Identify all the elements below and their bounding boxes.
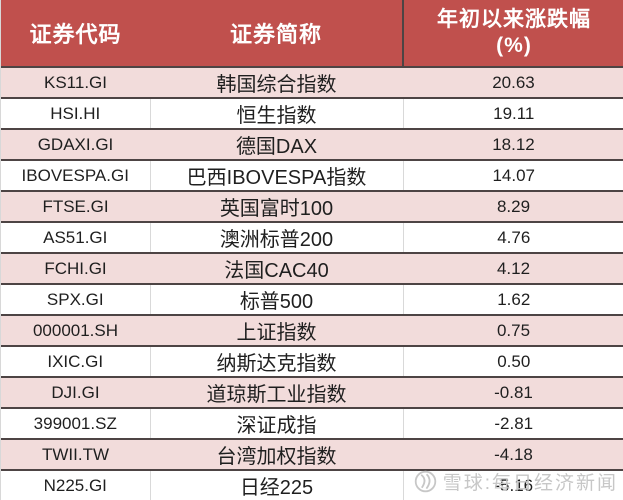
- col-header-change: 年初以来涨跌幅 (%): [402, 0, 623, 68]
- table-row: 000001.SH 上证指数 0.75: [1, 315, 623, 346]
- code-cell: IXIC.GI: [1, 346, 150, 377]
- code-cell: GDAXI.GI: [1, 129, 150, 160]
- name-cell: 纳斯达克指数: [149, 346, 403, 377]
- col-header-change-line2: (%): [496, 34, 532, 57]
- header-row: 证券代码 证券简称 年初以来涨跌幅 (%): [1, 0, 623, 68]
- code-cell: 399001.SZ: [1, 408, 150, 439]
- change-cell: 8.29: [403, 191, 623, 222]
- col-header-change-line1: 年初以来涨跌幅: [437, 8, 591, 31]
- table-row: AS51.GI 澳洲标普200 4.76: [1, 222, 623, 253]
- code-cell: N225.GI: [1, 470, 150, 500]
- table-row: FCHI.GI 法国CAC40 4.12: [1, 253, 623, 284]
- name-cell: 道琼斯工业指数: [150, 377, 403, 408]
- change-cell: -5.16: [402, 470, 623, 500]
- name-cell: 上证指数: [150, 315, 403, 346]
- code-cell: TWII.TW: [1, 439, 150, 470]
- table-row: GDAXI.GI 德国DAX 18.12: [1, 129, 623, 160]
- code-cell: FCHI.GI: [1, 253, 150, 284]
- change-cell: 18.12: [403, 129, 623, 160]
- name-cell: 德国DAX: [150, 129, 403, 160]
- table-row: SPX.GI 标普500 1.62: [1, 284, 623, 315]
- change-cell: 0.75: [403, 315, 623, 346]
- change-cell: 1.62: [402, 284, 623, 315]
- code-cell: HSI.HI: [1, 98, 150, 129]
- code-cell: IBOVESPA.GI: [1, 160, 150, 191]
- table-row: 399001.SZ 深证成指 -2.81: [1, 408, 623, 439]
- col-header-code: 证券代码: [1, 0, 150, 68]
- code-cell: KS11.GI: [1, 67, 150, 98]
- name-cell: 法国CAC40: [150, 253, 403, 284]
- change-cell: 0.50: [402, 346, 623, 377]
- change-cell: -0.81: [403, 377, 623, 408]
- table-row: FTSE.GI 英国富时100 8.29: [1, 191, 623, 222]
- code-cell: DJI.GI: [1, 377, 150, 408]
- name-cell: 澳洲标普200: [149, 222, 403, 253]
- code-cell: 000001.SH: [1, 315, 150, 346]
- code-cell: AS51.GI: [1, 222, 150, 253]
- change-cell: -2.81: [402, 408, 623, 439]
- change-cell: 19.11: [402, 98, 623, 129]
- name-cell: 日经225: [149, 470, 403, 500]
- table-row: KS11.GI 韩国综合指数 20.63: [1, 67, 623, 98]
- change-cell: 4.76: [402, 222, 623, 253]
- table-row: N225.GI 日经225 -5.16: [1, 470, 623, 500]
- name-cell: 巴西IBOVESPA指数: [149, 160, 403, 191]
- name-cell: 台湾加权指数: [150, 439, 403, 470]
- name-cell: 英国富时100: [150, 191, 403, 222]
- change-cell: -4.18: [403, 439, 623, 470]
- code-cell: FTSE.GI: [1, 191, 150, 222]
- table-row: IXIC.GI 纳斯达克指数 0.50: [1, 346, 623, 377]
- name-cell: 深证成指: [149, 408, 403, 439]
- change-cell: 20.63: [403, 67, 623, 98]
- change-cell: 14.07: [402, 160, 623, 191]
- name-cell: 恒生指数: [149, 98, 403, 129]
- col-header-name: 证券简称: [150, 0, 403, 68]
- name-cell: 标普500: [149, 284, 403, 315]
- code-cell: SPX.GI: [1, 284, 150, 315]
- change-cell: 4.12: [403, 253, 623, 284]
- table-row: IBOVESPA.GI 巴西IBOVESPA指数 14.07: [1, 160, 623, 191]
- name-cell: 韩国综合指数: [150, 67, 403, 98]
- table-row: TWII.TW 台湾加权指数 -4.18: [1, 439, 623, 470]
- table-row: HSI.HI 恒生指数 19.11: [1, 98, 623, 129]
- table-row: DJI.GI 道琼斯工业指数 -0.81: [1, 377, 623, 408]
